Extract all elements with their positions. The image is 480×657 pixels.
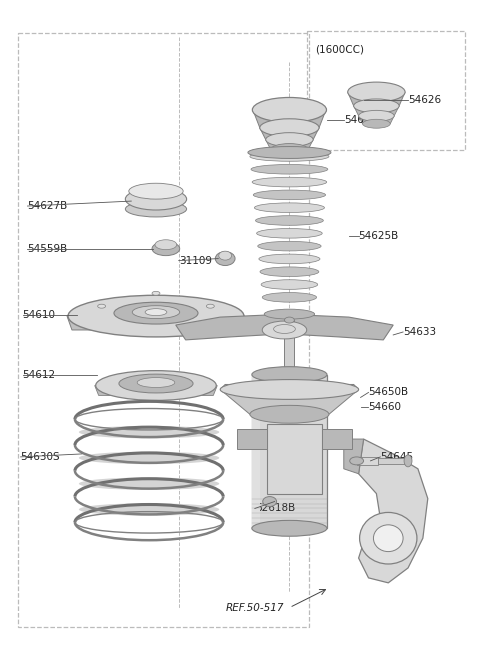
Ellipse shape bbox=[348, 82, 405, 102]
Ellipse shape bbox=[359, 110, 394, 122]
Ellipse shape bbox=[145, 309, 167, 315]
Ellipse shape bbox=[258, 241, 321, 251]
Polygon shape bbox=[220, 384, 359, 390]
Ellipse shape bbox=[79, 451, 219, 464]
Text: 54610: 54610 bbox=[23, 310, 56, 320]
Ellipse shape bbox=[114, 302, 198, 324]
Ellipse shape bbox=[68, 295, 244, 337]
Polygon shape bbox=[348, 92, 405, 106]
Polygon shape bbox=[176, 315, 393, 340]
Ellipse shape bbox=[285, 317, 294, 323]
Ellipse shape bbox=[96, 371, 216, 400]
Bar bbox=[267, 424, 322, 493]
Polygon shape bbox=[359, 439, 428, 583]
Ellipse shape bbox=[262, 292, 317, 302]
Bar bbox=[285, 320, 294, 384]
Polygon shape bbox=[322, 429, 352, 449]
Ellipse shape bbox=[206, 304, 214, 308]
Ellipse shape bbox=[132, 306, 180, 319]
Ellipse shape bbox=[266, 133, 313, 147]
Ellipse shape bbox=[264, 309, 314, 319]
Ellipse shape bbox=[263, 497, 276, 507]
Ellipse shape bbox=[354, 99, 399, 113]
Ellipse shape bbox=[350, 457, 363, 465]
Ellipse shape bbox=[254, 203, 324, 212]
Ellipse shape bbox=[252, 177, 327, 187]
Ellipse shape bbox=[360, 512, 417, 564]
Ellipse shape bbox=[119, 374, 193, 393]
Text: 54625B: 54625B bbox=[359, 231, 399, 241]
Ellipse shape bbox=[216, 252, 235, 265]
Text: REF.50-517: REF.50-517 bbox=[226, 602, 284, 612]
Polygon shape bbox=[359, 116, 394, 124]
Ellipse shape bbox=[137, 378, 175, 388]
Polygon shape bbox=[344, 439, 363, 474]
Ellipse shape bbox=[252, 367, 327, 382]
Ellipse shape bbox=[251, 164, 328, 174]
Ellipse shape bbox=[79, 426, 219, 438]
Ellipse shape bbox=[404, 455, 412, 467]
Bar bbox=[357, 457, 378, 465]
Text: 54645: 54645 bbox=[380, 452, 413, 462]
Text: (1600CC): (1600CC) bbox=[315, 45, 364, 55]
Polygon shape bbox=[266, 139, 313, 150]
Text: 31109: 31109 bbox=[179, 256, 212, 265]
Bar bbox=[378, 458, 408, 464]
Ellipse shape bbox=[155, 240, 177, 250]
Bar bbox=[252, 374, 260, 528]
Polygon shape bbox=[253, 110, 326, 127]
Text: 54626: 54626 bbox=[408, 95, 441, 105]
Ellipse shape bbox=[152, 291, 160, 295]
Ellipse shape bbox=[79, 478, 219, 490]
Ellipse shape bbox=[260, 119, 319, 137]
Text: 54612: 54612 bbox=[23, 370, 56, 380]
Ellipse shape bbox=[250, 152, 329, 161]
Text: 54559B: 54559B bbox=[27, 244, 68, 254]
Text: 54627B: 54627B bbox=[27, 201, 68, 211]
Polygon shape bbox=[260, 127, 319, 139]
Text: 54650B: 54650B bbox=[369, 388, 408, 397]
Ellipse shape bbox=[252, 520, 327, 536]
Ellipse shape bbox=[248, 147, 331, 158]
Ellipse shape bbox=[260, 267, 319, 277]
Ellipse shape bbox=[257, 229, 322, 238]
Ellipse shape bbox=[250, 405, 329, 423]
Ellipse shape bbox=[129, 183, 183, 199]
Polygon shape bbox=[354, 106, 399, 116]
Text: 62618B: 62618B bbox=[255, 503, 295, 514]
Polygon shape bbox=[67, 316, 245, 330]
Text: 54626: 54626 bbox=[344, 115, 377, 125]
Polygon shape bbox=[237, 429, 267, 449]
Ellipse shape bbox=[79, 503, 219, 516]
Ellipse shape bbox=[97, 304, 106, 308]
Polygon shape bbox=[220, 390, 359, 415]
Ellipse shape bbox=[271, 144, 308, 156]
Ellipse shape bbox=[255, 215, 324, 225]
Ellipse shape bbox=[262, 321, 307, 339]
Ellipse shape bbox=[125, 201, 187, 217]
Text: 54630S: 54630S bbox=[21, 452, 60, 462]
Ellipse shape bbox=[252, 97, 326, 122]
Ellipse shape bbox=[259, 254, 320, 263]
Ellipse shape bbox=[253, 190, 325, 200]
Polygon shape bbox=[95, 386, 217, 396]
Text: 54660: 54660 bbox=[369, 402, 401, 413]
Ellipse shape bbox=[125, 188, 187, 210]
Ellipse shape bbox=[152, 242, 180, 256]
Bar bbox=[252, 374, 327, 528]
Ellipse shape bbox=[274, 325, 295, 334]
Ellipse shape bbox=[373, 525, 403, 552]
Ellipse shape bbox=[362, 120, 390, 128]
Ellipse shape bbox=[261, 280, 318, 289]
Ellipse shape bbox=[219, 251, 231, 260]
Text: 54633: 54633 bbox=[403, 327, 436, 337]
Ellipse shape bbox=[220, 380, 359, 399]
